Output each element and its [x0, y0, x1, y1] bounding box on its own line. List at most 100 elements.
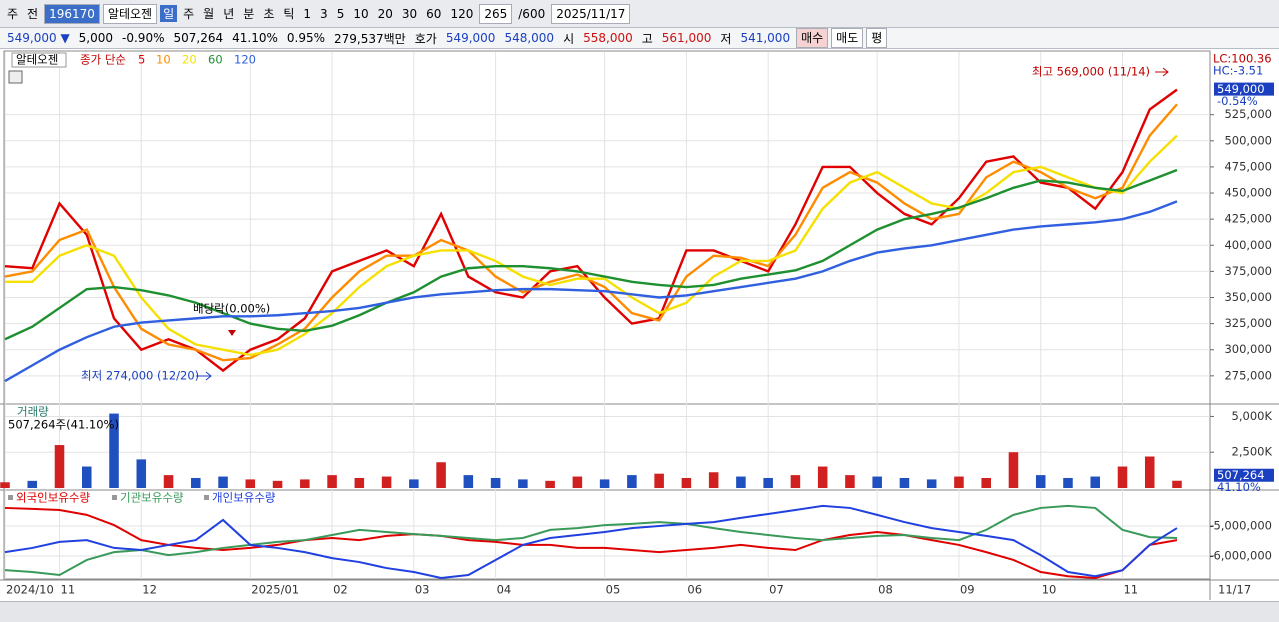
- x-tick-label: 03: [415, 583, 430, 597]
- x-tick-label: 04: [497, 583, 512, 597]
- toolbar-item[interactable]: 561,000: [661, 31, 712, 45]
- volume-bar: [926, 479, 937, 488]
- toolbar-item[interactable]: 41.10%: [232, 31, 278, 45]
- volume-bar: [463, 475, 474, 488]
- annotation: 최저 274,000 (12/20): [81, 369, 199, 383]
- toolbar-item[interactable]: 507,264: [173, 31, 224, 45]
- volume-bar: [1172, 480, 1182, 488]
- toolbar-item[interactable]: 1: [303, 6, 312, 21]
- toolbar-item[interactable]: 일: [160, 5, 178, 22]
- toolbar-item[interactable]: 평: [866, 28, 888, 48]
- marker: [228, 330, 236, 336]
- x-tick-label: 08: [878, 583, 893, 597]
- toolbar-item[interactable]: 2025/11/17: [551, 3, 631, 24]
- current-change: -0.54%: [1217, 94, 1258, 108]
- toolbar-item[interactable]: 10: [353, 6, 369, 21]
- toolbar-item[interactable]: 알테오젠: [102, 3, 158, 24]
- volume-bar: [163, 475, 174, 488]
- x-tick-label: 12: [142, 583, 157, 597]
- toolbar-item[interactable]: 541,000: [740, 31, 791, 45]
- volume-bar: [599, 479, 610, 488]
- arrow: [196, 371, 212, 381]
- y-tick-label: 400,000: [1224, 238, 1272, 252]
- toolbar-item[interactable]: 고: [641, 31, 653, 46]
- x-tick-label: 11: [61, 583, 76, 597]
- series-line: [4, 103, 1178, 362]
- toolbar-item[interactable]: 전: [27, 7, 39, 21]
- toolbar-item[interactable]: 시: [563, 31, 575, 46]
- x-tick-label: 02: [333, 583, 348, 597]
- y-tick-label: 425,000: [1224, 212, 1272, 226]
- volume-bar: [436, 462, 446, 488]
- x-end-label: 11/17: [1218, 583, 1251, 597]
- panel-title: 거래량: [17, 405, 49, 419]
- toolbar-item[interactable]: 분: [243, 7, 255, 21]
- hc-label: HC:-3.51: [1213, 64, 1263, 78]
- chart: 275,000 300,000 325,000 350,000 375,000 400,0…: [0, 50, 1279, 600]
- toolbar-item[interactable]: 년: [223, 7, 235, 21]
- volume-bar: [654, 473, 664, 488]
- toolbar-item[interactable]: 매수: [796, 28, 829, 48]
- series-line: [4, 88, 1178, 373]
- lc-label: LC:100.36: [1213, 52, 1272, 66]
- toolbar-item[interactable]: 0.95%: [286, 31, 325, 45]
- legend-item: 외국인보유수량: [16, 491, 90, 505]
- arrow: [1155, 67, 1169, 77]
- toolbar-item[interactable]: 3: [320, 6, 328, 21]
- volume-bar: [954, 476, 964, 488]
- toolbar-item[interactable]: 5: [336, 6, 345, 21]
- toolbar-item[interactable]: 265: [479, 3, 513, 24]
- icon: [8, 70, 23, 84]
- toolbar-item[interactable]: 548,000: [504, 31, 555, 45]
- toolbar-item[interactable]: 120: [450, 6, 474, 21]
- toolbar-item[interactable]: 20: [377, 6, 393, 21]
- toolbar-item[interactable]: 주: [183, 7, 195, 21]
- volume-bar: [736, 476, 746, 488]
- toolbar-item[interactable]: /600: [518, 6, 546, 21]
- toolbar-item[interactable]: -0.90%: [122, 31, 165, 45]
- volume-bar: [272, 480, 283, 488]
- y-tick-label: 525,000: [1224, 107, 1272, 121]
- series-line: [4, 504, 1178, 580]
- volume-bar: [1117, 466, 1128, 488]
- volume-bar: [218, 476, 228, 488]
- volume-bar: [191, 477, 201, 488]
- volume-bar: [708, 472, 719, 488]
- toolbar-item[interactable]: 30: [401, 6, 418, 21]
- volume-bar: [490, 477, 501, 488]
- toolbar-item[interactable]: 549,000 ▼: [7, 31, 70, 45]
- current-volume: 507,264: [1217, 468, 1265, 482]
- toolbar-item[interactable]: 저: [720, 31, 732, 46]
- volume-bar: [109, 413, 119, 488]
- toolbar-item[interactable]: 호가: [414, 31, 437, 46]
- toolbar-item[interactable]: 초: [263, 7, 275, 21]
- current-volume-box: [1214, 468, 1274, 482]
- x-tick-label: 05: [606, 583, 621, 597]
- toolbar-item[interactable]: 60: [426, 6, 442, 21]
- toolbar-item[interactable]: 196170: [44, 3, 100, 24]
- toolbar-item[interactable]: 틱: [283, 7, 295, 21]
- volume-bar: [627, 475, 637, 488]
- x-tick-label: 2024/10: [6, 583, 54, 597]
- toolbar-item[interactable]: 549,000: [445, 31, 496, 45]
- toolbar-item[interactable]: 5,000: [78, 31, 114, 45]
- toolbar-item[interactable]: 279,537백만: [334, 31, 406, 46]
- volume-bar: [409, 479, 419, 488]
- y-tick-label: 500,000: [1224, 133, 1272, 147]
- toolbar-item[interactable]: 월: [203, 7, 215, 21]
- y-tick-label: 350,000: [1224, 290, 1272, 304]
- volume-bar: [763, 477, 773, 488]
- scrollbar[interactable]: [0, 601, 1279, 622]
- volume-bar: [1008, 452, 1019, 488]
- toolbar-item[interactable]: 주: [7, 7, 19, 21]
- toolbar-item[interactable]: 매도: [831, 28, 864, 48]
- volume-bar: [136, 459, 147, 488]
- legend-item: 기관보유수량: [120, 491, 184, 505]
- volume-bar: [327, 475, 337, 488]
- x-tick-label: 09: [960, 583, 975, 597]
- volume-bar: [27, 480, 38, 488]
- y-tick-label: 475,000: [1224, 159, 1272, 173]
- toolbar-item[interactable]: 558,000: [583, 31, 633, 45]
- legend-item: 개인보유수량: [212, 491, 276, 505]
